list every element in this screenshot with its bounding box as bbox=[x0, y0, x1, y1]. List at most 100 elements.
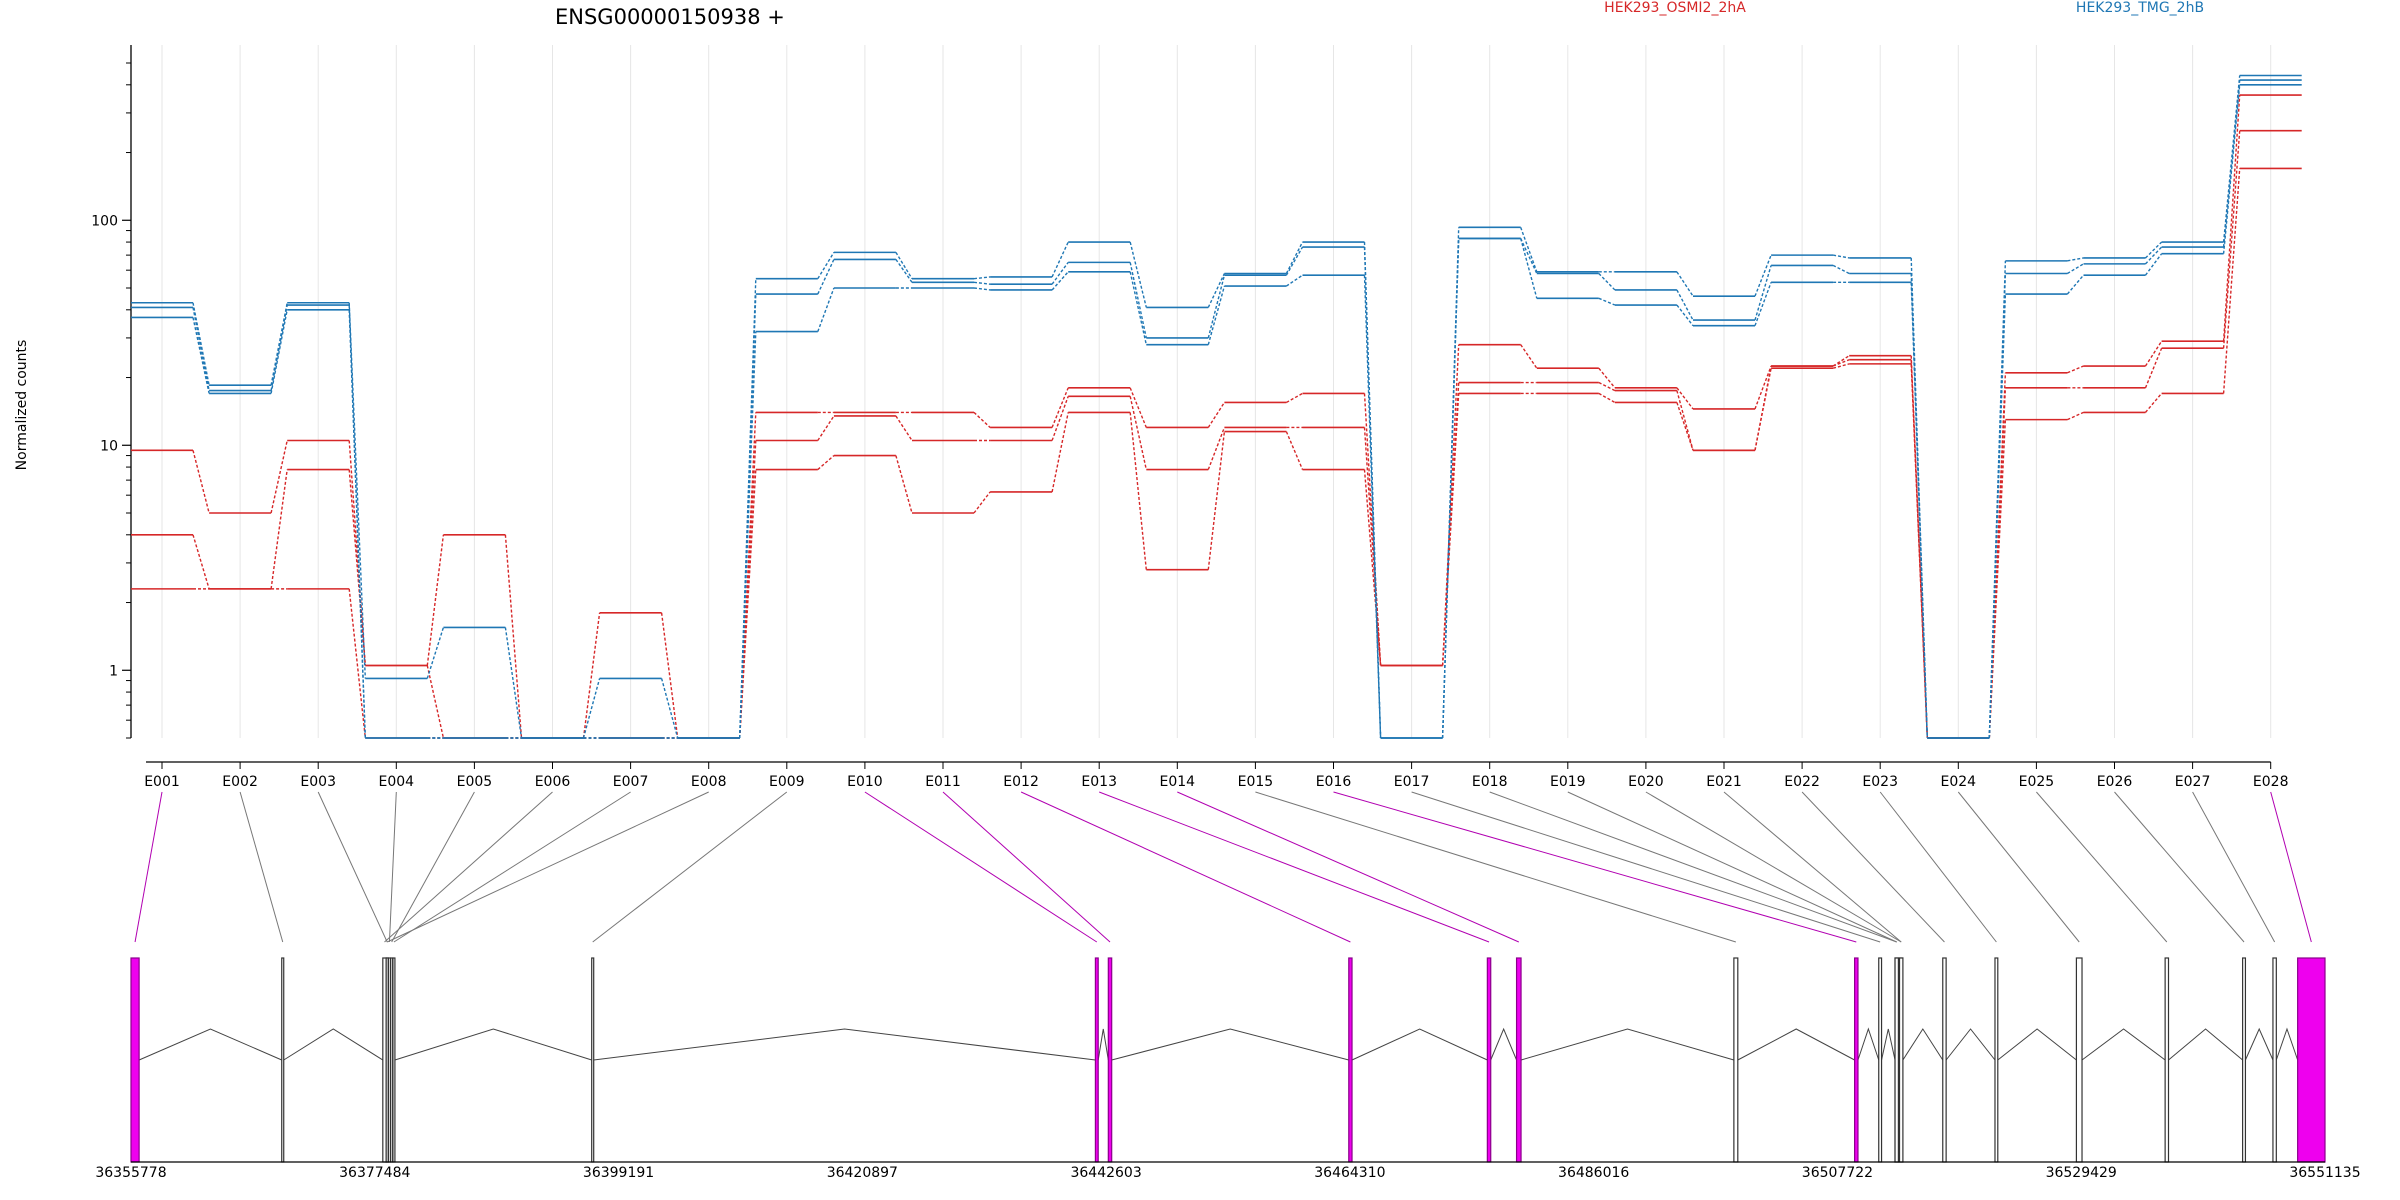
exon-connector bbox=[2114, 791, 2245, 943]
x-tick-label: E022 bbox=[1784, 774, 1820, 790]
intron-line bbox=[2081, 1028, 2166, 1061]
exon-box bbox=[2075, 957, 2083, 1163]
grid-layer bbox=[161, 45, 2272, 738]
exon-transition-line bbox=[1363, 469, 1382, 666]
exon-transition-line bbox=[504, 627, 523, 739]
exon-transition-line bbox=[1520, 227, 1538, 273]
exon-transition-line bbox=[348, 588, 366, 739]
x-tick-label: E026 bbox=[2097, 774, 2133, 790]
exon-transition-line bbox=[2067, 365, 2084, 374]
x-tick-label: E025 bbox=[2019, 774, 2055, 790]
exon-box bbox=[1878, 957, 1883, 1163]
exon-connector bbox=[2036, 791, 2168, 943]
legend-entry: HEK293_TMG_2hB bbox=[2076, 0, 2204, 16]
exon-transition-line bbox=[348, 469, 366, 666]
genomic-tick-label: 36507722 bbox=[1802, 1165, 1873, 1181]
exon-transition-line bbox=[1598, 367, 1616, 389]
exon-transition-line bbox=[270, 302, 288, 386]
exon-transition-line bbox=[2144, 392, 2163, 413]
x-tick-label: E019 bbox=[1550, 774, 1586, 790]
exon-transition-line bbox=[1129, 396, 1147, 470]
exon-transition-line bbox=[895, 415, 913, 441]
exon-transition-line bbox=[2066, 274, 2085, 295]
gene-model bbox=[130, 957, 2326, 1163]
exon-transition-line bbox=[1207, 275, 1226, 339]
intron-line bbox=[138, 1028, 282, 1061]
exon-transition-line bbox=[895, 252, 913, 280]
x-tick-label: E002 bbox=[222, 774, 258, 790]
exon-connector bbox=[1801, 791, 1945, 943]
exon-transition-line bbox=[1910, 273, 1928, 739]
legend-entry: HEK293_OSMI2_2hA bbox=[1604, 0, 1746, 16]
exon-transition-line bbox=[1832, 359, 1850, 367]
intron-line bbox=[2168, 1028, 2243, 1061]
exon-connector bbox=[384, 791, 553, 943]
intron-line bbox=[2244, 1027, 2274, 1061]
exon-transition-line bbox=[192, 534, 210, 590]
exon-transition-line bbox=[1363, 275, 1382, 739]
exon-transition-line bbox=[2067, 257, 2084, 262]
exon-connector bbox=[1333, 791, 1857, 943]
x-tick-label: E017 bbox=[1394, 774, 1430, 790]
x-tick-label: E003 bbox=[300, 774, 336, 790]
exon-transition-line bbox=[1676, 387, 1694, 410]
exon-box bbox=[2242, 957, 2247, 1163]
exon-connector bbox=[1177, 791, 1520, 943]
series-HEK293_TMG_2hB bbox=[131, 84, 2302, 739]
exon-box bbox=[2272, 957, 2277, 1163]
x-tick-label: E011 bbox=[925, 774, 961, 790]
intron-line bbox=[1945, 1028, 1996, 1061]
exon-transition-line bbox=[2222, 84, 2241, 254]
exon-transition-line bbox=[973, 491, 991, 514]
x-tick-label: E018 bbox=[1472, 774, 1508, 790]
exon-transition-line bbox=[817, 252, 835, 280]
exon-transition-line bbox=[1754, 282, 1772, 326]
exon-transition-line bbox=[739, 294, 757, 739]
exon-connector bbox=[592, 791, 788, 943]
intron-line bbox=[1737, 1028, 1855, 1061]
exon-transition-line bbox=[1207, 285, 1226, 345]
exon-transition-line bbox=[1754, 254, 1772, 297]
exon-transition-line bbox=[973, 411, 991, 428]
x-tick-label: E009 bbox=[769, 774, 805, 790]
exon-transition-line bbox=[582, 678, 601, 739]
exon-transition-line bbox=[1207, 402, 1225, 428]
exon-box bbox=[591, 957, 595, 1163]
exon-box bbox=[1894, 957, 1900, 1163]
exon-transition-line bbox=[426, 627, 445, 679]
exon-box bbox=[1733, 957, 1739, 1163]
x-tick-label: E024 bbox=[1941, 774, 1977, 790]
exon-transition-line bbox=[1832, 363, 1850, 369]
exon-transition-line bbox=[817, 287, 835, 332]
y-tick-label: 1 bbox=[109, 663, 118, 679]
intron-line bbox=[1857, 1027, 1880, 1061]
series-HEK293_TMG_2hB bbox=[131, 74, 2302, 739]
exon-connector bbox=[864, 791, 1098, 943]
exon-transition-line bbox=[1520, 238, 1538, 299]
exon-transition-line bbox=[192, 302, 210, 386]
exon-transition-line bbox=[1598, 273, 1616, 291]
exon-box bbox=[281, 957, 285, 1163]
exon-transition-line bbox=[739, 331, 757, 739]
exon-transition-line bbox=[1285, 241, 1304, 274]
x-tick-label: E021 bbox=[1706, 774, 1742, 790]
exon-transition-line bbox=[1285, 246, 1304, 276]
exon-box bbox=[1898, 957, 1904, 1163]
x-tick-label: E023 bbox=[1862, 774, 1898, 790]
genomic-tick-label: 36355778 bbox=[95, 1165, 166, 1181]
exon-box bbox=[2297, 957, 2326, 1163]
exon-transition-line bbox=[1832, 264, 1850, 275]
exon-box bbox=[1515, 957, 1522, 1163]
exon-transition-line bbox=[1207, 273, 1226, 308]
exon-transition-line bbox=[1051, 412, 1069, 493]
y-tick-label: 10 bbox=[100, 438, 118, 454]
exon-transition-line bbox=[504, 534, 523, 739]
exon-transition-line bbox=[1676, 271, 1694, 297]
exon-transition-line bbox=[2222, 130, 2241, 349]
exon-connector bbox=[1879, 791, 1997, 943]
exon-transition-line bbox=[1832, 254, 1850, 259]
exon-transition-line bbox=[1676, 304, 1694, 327]
x-tick-label: E005 bbox=[457, 774, 493, 790]
series-HEK293_OSMI2_2hA bbox=[131, 129, 2302, 739]
